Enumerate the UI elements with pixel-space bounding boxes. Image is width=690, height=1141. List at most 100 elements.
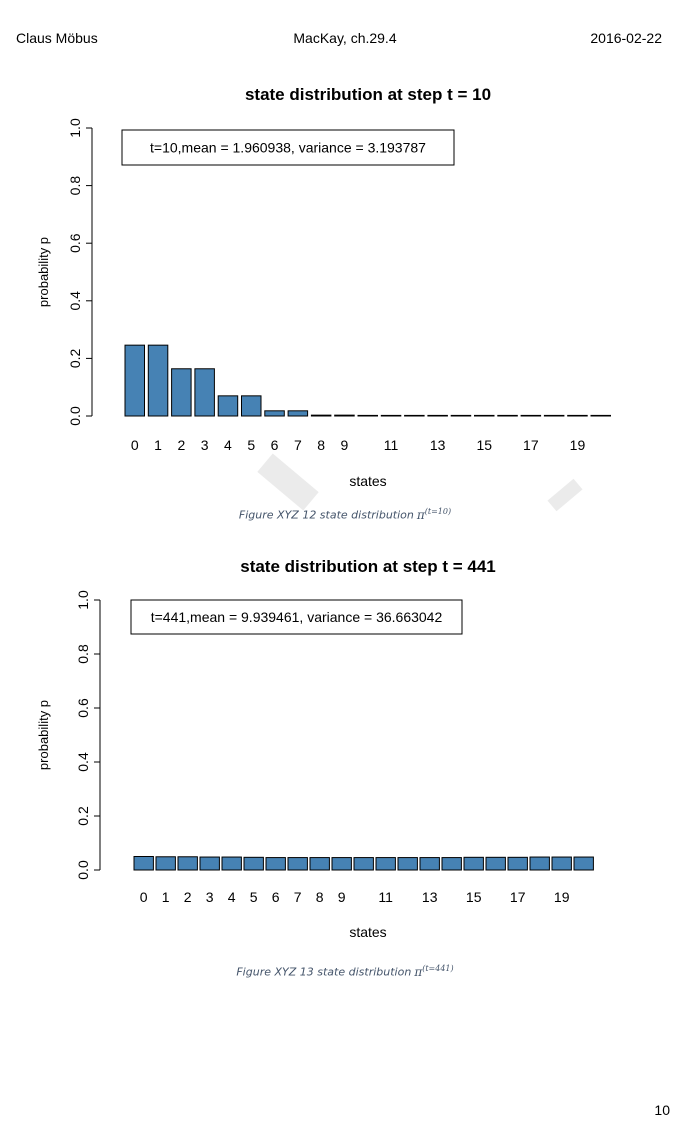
x-tick-label: 4 <box>228 889 236 905</box>
x-tick-label: 6 <box>272 889 280 905</box>
bar-9 <box>334 414 355 417</box>
bar-20 <box>590 414 611 417</box>
x-tick-label: 1 <box>154 437 162 453</box>
bar-18 <box>543 414 565 417</box>
y-tick-label: 0.0 <box>75 860 91 880</box>
x-tick-label: 0 <box>131 437 139 453</box>
bar-3 <box>194 368 215 417</box>
y-tick-label: 1.0 <box>67 118 83 138</box>
bar-14 <box>450 414 472 417</box>
x-tick-label: 7 <box>294 437 302 453</box>
x-tick-label: 1 <box>162 889 170 905</box>
caption-text: Figure XYZ 12 state distribution <box>238 508 414 522</box>
bar-7 <box>287 857 308 871</box>
x-tick-label: 5 <box>247 437 255 453</box>
x-tick-label: 2 <box>184 889 192 905</box>
bar-13 <box>427 414 448 417</box>
bar-3 <box>199 856 220 871</box>
caption-superscript: (t=441) <box>422 964 454 973</box>
bar-4 <box>217 395 239 417</box>
x-tick-label: 3 <box>201 437 209 453</box>
x-tick-label: 4 <box>224 437 232 453</box>
bar-5 <box>243 856 264 871</box>
chart-title: state distribution at step t = 10 <box>245 85 491 104</box>
bar-8 <box>309 857 330 871</box>
x-tick-label: 19 <box>554 889 570 905</box>
bar-12 <box>404 414 425 417</box>
figure-caption-12: Figure XYZ 12 state distribution π(t=10) <box>0 507 690 522</box>
pi-symbol: π <box>414 964 423 979</box>
chart-title: state distribution at step t = 441 <box>240 557 496 576</box>
x-tick-label: 13 <box>430 437 446 453</box>
header-reference: MacKay, ch.29.4 <box>293 30 397 46</box>
bar-16 <box>485 856 506 871</box>
legend-box <box>130 599 463 635</box>
bar-17 <box>507 856 528 871</box>
y-tick-label: 1.0 <box>75 590 91 610</box>
bar-1 <box>147 344 169 417</box>
x-tick-label: 2 <box>177 437 185 453</box>
page-number: 10 <box>654 1102 670 1118</box>
figure-caption-13: Figure XYZ 13 state distribution π(t=441) <box>0 964 690 979</box>
chart-t441: state distribution at step t = 441 0.0 0.2… <box>36 557 594 940</box>
bar-11 <box>375 857 396 871</box>
x-tick-label: 8 <box>317 437 325 453</box>
bar-11 <box>380 414 402 417</box>
caption-superscript: (t=10) <box>424 507 452 516</box>
y-axis-label: probability p <box>36 237 51 307</box>
y-axis-label: probability p <box>36 700 51 770</box>
y-tick-label: 0.8 <box>67 176 83 196</box>
legend-text: t=10,mean = 1.960938, variance = 3.19378… <box>150 140 426 156</box>
bar-5 <box>241 395 262 417</box>
bar-6 <box>265 857 286 871</box>
header-author: Claus Möbus <box>16 30 98 46</box>
x-tick-label: 15 <box>466 889 482 905</box>
x-tick-label: 13 <box>422 889 438 905</box>
y-tick-label: 0.6 <box>67 233 83 253</box>
x-tick-label: 15 <box>476 437 492 453</box>
bar-19 <box>567 414 588 417</box>
y-tick-label: 0.6 <box>75 698 91 718</box>
bar-0 <box>124 344 145 417</box>
bar-2 <box>171 368 192 417</box>
bar-4 <box>221 856 242 871</box>
bar-16 <box>497 414 518 417</box>
chart-t10: state distribution at step t = 10 0.0 0.2 0… <box>36 85 611 489</box>
y-tick-label: 0.0 <box>67 406 83 426</box>
bar-10 <box>357 414 378 417</box>
bar-12 <box>397 857 418 871</box>
x-tick-label: 8 <box>316 889 324 905</box>
bar-7 <box>287 410 309 417</box>
pi-symbol: π <box>416 507 425 522</box>
y-tick-label: 0.2 <box>75 806 91 826</box>
x-tick-label: 9 <box>341 437 349 453</box>
bar-6 <box>264 410 285 417</box>
caption-text: Figure XYZ 13 state distribution <box>236 965 412 979</box>
x-tick-label: 5 <box>250 889 258 905</box>
y-tick-label: 0.2 <box>67 348 83 368</box>
x-tick-label: 3 <box>206 889 214 905</box>
bar-10 <box>353 857 374 871</box>
x-tick-label: 9 <box>338 889 346 905</box>
y-tick-label: 0.4 <box>67 291 83 311</box>
x-tick-label: 0 <box>140 889 148 905</box>
x-tick-label: 17 <box>523 437 539 453</box>
y-tick-label: 0.4 <box>75 752 91 772</box>
bar-19 <box>551 856 572 871</box>
bar-17 <box>520 414 542 417</box>
x-axis-label: states <box>349 473 386 489</box>
x-tick-label: 11 <box>384 437 399 453</box>
bar-14 <box>441 857 462 871</box>
x-tick-label: 6 <box>271 437 279 453</box>
x-tick-label: 19 <box>570 437 586 453</box>
bar-13 <box>419 857 440 871</box>
bar-8 <box>310 414 332 417</box>
legend-text: t=441,mean = 9.939461, variance = 36.663… <box>151 609 443 625</box>
legend-box <box>121 129 455 166</box>
x-tick-label: 7 <box>294 889 302 905</box>
bar-1 <box>155 856 176 871</box>
header-date: 2016-02-22 <box>590 30 662 46</box>
bar-15 <box>463 856 484 871</box>
y-tick-label: 0.8 <box>75 644 91 664</box>
bar-20 <box>573 856 594 871</box>
